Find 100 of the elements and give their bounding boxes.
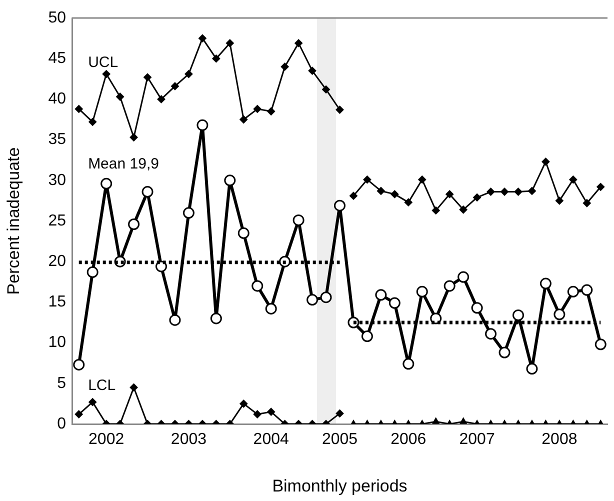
point <box>116 92 124 101</box>
point <box>361 330 373 342</box>
point <box>253 410 262 418</box>
point <box>471 302 483 314</box>
x-axis-title: Bimonthly periods <box>272 476 408 496</box>
point <box>458 271 470 283</box>
point <box>292 214 304 226</box>
point <box>567 286 579 298</box>
point <box>596 182 605 191</box>
annotation: LCL <box>88 376 116 394</box>
point <box>334 200 346 212</box>
point <box>212 54 220 63</box>
point <box>498 346 510 358</box>
point <box>432 206 440 214</box>
point <box>182 207 194 219</box>
point <box>130 133 138 142</box>
point <box>169 314 181 326</box>
point <box>240 400 248 408</box>
point <box>198 34 206 42</box>
annotation: Mean 19,9 <box>88 155 159 172</box>
point <box>460 418 467 424</box>
point <box>88 398 97 406</box>
y-tick-label: 40 <box>48 90 66 108</box>
x-tick-label: 2002 <box>88 431 124 448</box>
point <box>308 66 316 75</box>
y-tick-label: 35 <box>48 131 66 148</box>
point <box>486 188 495 196</box>
point <box>349 192 358 200</box>
x-tick-label: 2003 <box>170 431 207 448</box>
point <box>267 408 276 416</box>
point <box>404 198 412 206</box>
point <box>142 186 154 198</box>
point <box>210 312 222 324</box>
point <box>196 119 208 131</box>
point <box>459 206 468 214</box>
y-tick-label: 25 <box>48 212 66 230</box>
x-tick-label: 2008 <box>542 431 578 448</box>
point <box>294 39 303 48</box>
point <box>594 338 606 350</box>
point <box>88 118 97 126</box>
y-tick-label: 50 <box>48 9 66 26</box>
point <box>130 383 138 392</box>
point <box>432 418 440 424</box>
point <box>554 308 566 320</box>
point <box>485 328 497 340</box>
point <box>86 266 98 278</box>
y-tick-label: 15 <box>48 294 66 311</box>
point <box>320 292 332 304</box>
point <box>265 302 277 314</box>
point <box>569 176 578 184</box>
point <box>322 85 330 94</box>
point <box>74 410 83 418</box>
point <box>306 294 318 306</box>
point <box>100 178 112 190</box>
point <box>336 409 344 418</box>
point <box>388 297 400 309</box>
y-tick-label: 10 <box>48 334 66 352</box>
point <box>102 70 110 78</box>
point <box>252 280 264 292</box>
point <box>144 73 152 82</box>
point <box>376 186 385 195</box>
y-tick-label: 45 <box>48 50 66 68</box>
point <box>280 62 289 71</box>
point <box>473 193 482 202</box>
point <box>184 70 193 78</box>
y-tick-label: 5 <box>57 374 66 392</box>
point <box>253 104 262 113</box>
y-tick-label: 20 <box>48 253 66 270</box>
point <box>128 218 140 230</box>
point <box>363 176 372 184</box>
point <box>526 363 538 375</box>
point <box>336 106 344 114</box>
point <box>390 190 399 198</box>
y-tick-label: 30 <box>48 172 66 189</box>
annotation: UCL <box>88 54 118 71</box>
point <box>542 158 550 166</box>
x-tick-label: 2004 <box>253 431 289 448</box>
point <box>157 95 166 104</box>
point <box>402 358 414 370</box>
point <box>444 280 456 292</box>
point <box>226 39 234 48</box>
point <box>500 188 509 196</box>
point <box>582 199 591 208</box>
point <box>416 286 428 298</box>
point <box>528 186 536 195</box>
point <box>418 176 426 184</box>
point <box>240 116 248 124</box>
point <box>446 190 454 198</box>
point <box>540 278 552 290</box>
point <box>581 284 593 296</box>
point <box>375 289 387 301</box>
y-tick-label: 0 <box>57 415 66 432</box>
point <box>224 174 236 186</box>
point <box>514 188 522 196</box>
x-tick-label: 2007 <box>459 431 495 448</box>
y-axis-title: Percent inadequate <box>4 147 23 295</box>
point <box>512 309 524 321</box>
x-tick-label: 2006 <box>390 431 426 448</box>
point <box>170 82 179 90</box>
point <box>555 196 564 205</box>
